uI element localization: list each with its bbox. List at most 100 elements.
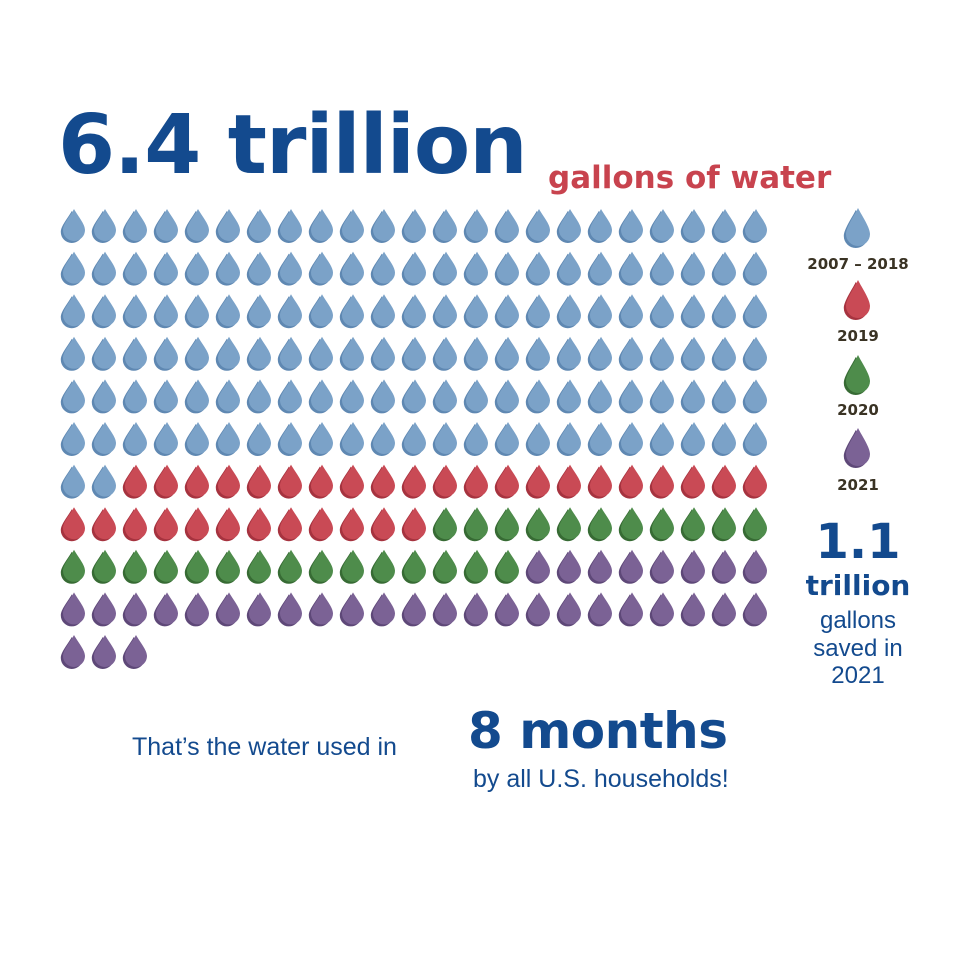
drop-2019	[556, 464, 581, 499]
drop-2007-2018	[525, 336, 550, 371]
drop-2007-2018	[246, 294, 271, 329]
drop-2007-2018	[153, 294, 178, 329]
drop-2019	[587, 464, 612, 499]
drop-2007-2018	[587, 209, 612, 243]
drop-2020	[711, 507, 736, 542]
saved-number: 1.1	[815, 514, 901, 570]
drop-2007-2018	[91, 336, 117, 371]
drop-2007-2018	[556, 251, 581, 286]
drop-2007-2018	[153, 379, 178, 414]
drop-2021	[649, 549, 674, 584]
drop-2007-2018	[556, 294, 581, 329]
drop-2007-2018	[680, 422, 705, 456]
drop-2007-2018	[308, 294, 333, 329]
drop-2019	[711, 464, 736, 499]
drop-2007-2018	[122, 294, 147, 329]
drop-2007-2018	[711, 251, 736, 286]
drop-2007-2018	[122, 209, 147, 243]
drop-2007-2018	[587, 379, 612, 414]
drop-2007-2018	[122, 422, 147, 456]
drop-2007-2018	[370, 209, 395, 243]
drop-2007-2018	[525, 422, 550, 456]
drop-2020	[339, 549, 364, 584]
drop-2007-2018	[649, 209, 674, 243]
drop-2021	[525, 549, 550, 584]
drop-2007-2018	[494, 379, 519, 414]
drop-2019	[308, 507, 333, 542]
drop-2007-2018	[525, 251, 550, 286]
drop-2021	[91, 592, 117, 627]
drop-2019	[153, 507, 178, 542]
drop-2019	[122, 507, 147, 542]
saved-line-2: saved in	[813, 634, 903, 662]
drop-2007-2018	[711, 336, 736, 371]
drop-2007-2018	[91, 379, 117, 414]
drop-2019	[277, 464, 302, 499]
drop-2021	[215, 592, 240, 627]
drop-2007-2018	[153, 336, 178, 371]
drop-2007-2018	[215, 336, 240, 371]
drop-2007-2018	[184, 422, 209, 456]
drop-2007-2018	[277, 251, 302, 286]
drop-2007-2018	[91, 251, 117, 286]
drop-2007-2018	[680, 336, 705, 371]
drop-2007-2018	[215, 422, 240, 456]
drop-2021	[618, 549, 643, 584]
legend-drop-2020	[843, 355, 870, 395]
drop-2021	[618, 592, 643, 627]
drop-2020	[556, 507, 581, 542]
drop-2007-2018	[742, 209, 767, 243]
drop-2019	[742, 464, 767, 499]
drop-2007-2018	[680, 209, 705, 243]
drop-2007-2018	[122, 379, 147, 414]
drop-2021	[556, 592, 581, 627]
drop-2019	[122, 464, 147, 499]
drop-2019	[153, 464, 178, 499]
drop-2007-2018	[153, 209, 178, 243]
drop-2007-2018	[680, 251, 705, 286]
drop-2021	[742, 549, 767, 584]
drop-2007-2018	[370, 294, 395, 329]
drop-2021	[122, 592, 147, 627]
drop-2021	[587, 549, 612, 584]
drop-2007-2018	[339, 251, 364, 286]
drop-2019	[432, 464, 457, 499]
drop-2007-2018	[432, 379, 457, 414]
drop-2021	[308, 592, 333, 627]
drop-2019	[215, 464, 240, 499]
drop-2019	[649, 464, 674, 499]
drop-2021	[649, 592, 674, 627]
drop-2021	[711, 549, 736, 584]
drop-2007-2018	[556, 336, 581, 371]
drop-2021	[370, 592, 395, 627]
drop-2007-2018	[401, 209, 426, 243]
drop-2020	[494, 507, 519, 542]
drop-2019	[60, 507, 85, 542]
saved-line-3: 2021	[831, 662, 885, 690]
drop-2019	[370, 464, 395, 499]
headline-unit: gallons of water	[548, 160, 832, 196]
drop-2021	[494, 592, 519, 627]
drop-2007-2018	[153, 422, 178, 456]
saved-unit: trillion	[805, 569, 911, 602]
drop-2007-2018	[60, 464, 85, 499]
legend-label-2019: 2019	[837, 327, 879, 345]
drop-2020	[742, 507, 767, 542]
drop-2019	[308, 464, 333, 499]
drop-2019	[618, 464, 643, 499]
drop-2007-2018	[277, 379, 302, 414]
drop-2020	[370, 549, 395, 584]
drop-2007-2018	[742, 294, 767, 329]
drop-2019	[401, 507, 426, 542]
drop-2007-2018	[463, 336, 488, 371]
drop-2007-2018	[308, 336, 333, 371]
drop-2007-2018	[401, 336, 426, 371]
drop-2020	[308, 549, 333, 584]
drop-2019	[525, 464, 550, 499]
footer-tail: by all U.S. households!	[473, 765, 729, 793]
drop-2007-2018	[680, 294, 705, 329]
drop-2007-2018	[525, 379, 550, 414]
drop-2007-2018	[339, 379, 364, 414]
drop-2007-2018	[215, 379, 240, 414]
